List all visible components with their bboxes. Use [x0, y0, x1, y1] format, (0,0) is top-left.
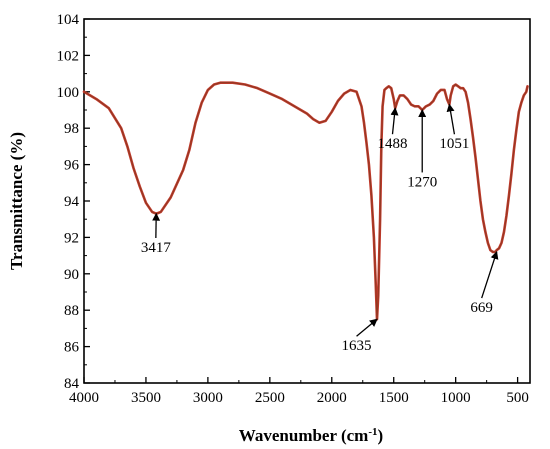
y-tick-label: 98	[64, 121, 79, 137]
annotation-label: 1488	[377, 136, 407, 152]
x-tick-label: 3000	[193, 390, 223, 406]
y-tick-label: 84	[64, 376, 80, 392]
x-tick-label: 2500	[255, 390, 285, 406]
y-tick-label: 86	[64, 340, 80, 356]
y-tick-label: 94	[64, 194, 80, 210]
x-tick-label: 500	[506, 390, 529, 406]
series-layer	[82, 81, 529, 321]
x-axis-title-main: Wavenumber (cm	[239, 426, 369, 445]
y-tick-label: 92	[64, 230, 79, 246]
plot-border	[83, 18, 531, 384]
x-tick-label: 1500	[379, 390, 409, 406]
annotation-arrow	[446, 103, 456, 135]
plot-frame	[83, 18, 531, 384]
y-tick-label: 100	[57, 85, 80, 101]
annotation-label: 1270	[407, 174, 437, 190]
x-axis-title-sup: -1	[368, 426, 377, 438]
y-tick-label: 102	[57, 48, 80, 64]
x-tick-label: 3500	[131, 390, 161, 406]
spectrum-line-shadow	[83, 82, 528, 320]
annotation-arrow	[390, 107, 399, 135]
annotation-label: 1051	[439, 136, 469, 152]
y-axis-title: Transmittance (%)	[7, 132, 26, 270]
spectrum-line	[82, 81, 529, 321]
x-axis-ticks: 4000 3500 3000 2500 2000 1500 1000 500	[69, 377, 529, 406]
y-axis-ticks: 84 86 88 90 92 94 96 98 100 102 104	[57, 12, 90, 392]
y-tick-label: 104	[57, 12, 80, 28]
x-tick-label: 2000	[317, 390, 347, 406]
x-tick-label: 4000	[69, 390, 99, 406]
annotation-arrow	[481, 251, 499, 299]
annotation-label: 669	[470, 300, 493, 316]
x-tick-label: 1000	[441, 390, 471, 406]
y-tick-label: 90	[64, 267, 79, 283]
annotations: 3417 1635 1488 1270 1051 669	[141, 103, 499, 354]
y-tick-label: 88	[64, 303, 79, 319]
annotation-label: 3417	[141, 240, 172, 256]
annotation-arrow	[356, 318, 378, 337]
x-axis-title: Wavenumber (cm-1)	[239, 426, 383, 445]
x-axis-title-end: )	[378, 426, 384, 445]
annotation-label: 1635	[342, 338, 372, 354]
y-tick-label: 96	[64, 158, 80, 174]
